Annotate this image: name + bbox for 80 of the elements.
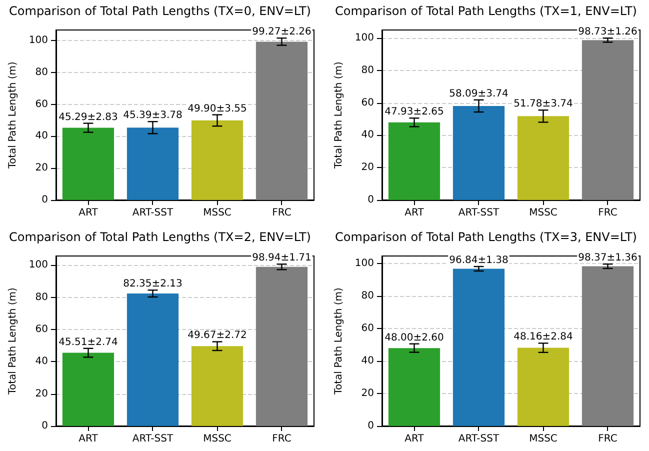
x-tick-label: FRC — [598, 434, 618, 444]
y-tick-label: 60 — [35, 98, 48, 110]
y-tick-label: 100 — [354, 258, 374, 270]
x-tick-label: ART — [404, 434, 425, 444]
bar — [452, 106, 505, 200]
data-label: 82.35±2.13 — [123, 278, 182, 290]
bar — [388, 122, 440, 200]
data-label: 51.78±3.74 — [514, 98, 573, 110]
x-tick-label: ART-SST — [132, 434, 174, 444]
y-tick-label: 60 — [361, 97, 374, 108]
x-tick-label: MSSC — [203, 208, 232, 218]
data-label: 99.27±2.26 — [252, 26, 312, 38]
y-tick-label: 80 — [35, 292, 48, 303]
y-tick-label: 20 — [35, 162, 48, 174]
x-tick-label: FRC — [272, 208, 292, 218]
bar — [191, 346, 244, 426]
chart-title: Comparison of Total Path Lengths (TX=0, ENV=LT) — [9, 4, 311, 18]
bar — [582, 266, 634, 426]
y-axis-title: Total Path Length (m) — [8, 61, 18, 170]
x-tick-label: ART — [78, 208, 99, 218]
chart-title: Comparison of Total Path Lengths (TX=1, ENV=LT) — [335, 4, 637, 18]
data-label: 48.16±2.84 — [514, 332, 573, 343]
data-label: 45.29±2.83 — [58, 112, 118, 123]
y-tick-label: 100 — [28, 260, 48, 271]
y-tick-label: 100 — [354, 32, 374, 44]
y-tick-label: 40 — [35, 130, 48, 142]
data-label: 58.09±3.74 — [449, 88, 508, 100]
bar — [388, 348, 440, 426]
y-tick-label: 40 — [35, 356, 48, 368]
data-label: 98.73±1.26 — [578, 26, 638, 38]
data-label: 48.00±2.60 — [384, 332, 444, 344]
x-tick-label: ART-SST — [132, 208, 174, 218]
x-tick-label: ART — [78, 434, 99, 444]
y-tick-label: 0 — [42, 420, 48, 432]
data-label: 96.84±1.38 — [449, 255, 508, 266]
bar — [582, 40, 634, 200]
bar — [126, 128, 179, 200]
x-tick-label: MSSC — [529, 434, 558, 444]
y-axis-title: Total Path Length (m) — [8, 287, 18, 396]
y-tick-label: 40 — [361, 356, 374, 367]
y-tick-label: 80 — [35, 66, 48, 78]
bar — [62, 352, 114, 426]
y-tick-label: 0 — [368, 194, 374, 206]
data-label: 98.37±1.36 — [578, 252, 638, 264]
x-tick-label: ART — [404, 208, 425, 218]
bar — [517, 348, 570, 426]
x-tick-label: ART-SST — [458, 434, 500, 444]
x-tick-label: FRC — [598, 208, 618, 218]
y-tick-label: 20 — [35, 388, 48, 400]
data-label: 47.93±2.65 — [384, 106, 444, 118]
bar — [191, 120, 244, 200]
y-tick-label: 20 — [361, 388, 374, 400]
x-tick-label: FRC — [272, 434, 292, 444]
y-tick-label: 20 — [361, 162, 374, 174]
y-tick-label: 100 — [28, 35, 48, 46]
data-label: 49.67±2.72 — [188, 330, 247, 342]
data-label: 45.51±2.74 — [58, 336, 118, 348]
data-label: 45.39±3.78 — [123, 110, 182, 122]
x-tick-label: MSSC — [529, 208, 558, 218]
y-tick-label: 60 — [35, 324, 48, 335]
chart-title: Comparison of Total Path Lengths (TX=3, ENV=LT) — [335, 230, 637, 244]
x-tick-label: MSSC — [203, 434, 232, 444]
y-tick-label: 80 — [361, 64, 374, 76]
y-tick-label: 40 — [361, 130, 374, 141]
y-tick-label: 0 — [42, 194, 48, 206]
bar — [62, 128, 114, 200]
bar — [452, 268, 505, 426]
y-tick-label: 60 — [361, 323, 374, 334]
y-axis-title: Total Path Length (m) — [334, 61, 344, 170]
bar — [517, 116, 570, 200]
chart-title: Comparison of Total Path Lengths (TX=2, ENV=LT) — [9, 230, 311, 244]
bar — [256, 42, 308, 200]
y-axis-title: Total Path Length (m) — [334, 287, 344, 396]
y-tick-label: 0 — [368, 420, 374, 432]
bar — [256, 266, 308, 426]
data-label: 49.90±3.55 — [188, 103, 247, 114]
data-label: 98.94±1.71 — [252, 252, 312, 264]
bar — [126, 294, 179, 426]
x-tick-label: ART-SST — [458, 208, 500, 218]
y-tick-label: 80 — [361, 290, 374, 302]
